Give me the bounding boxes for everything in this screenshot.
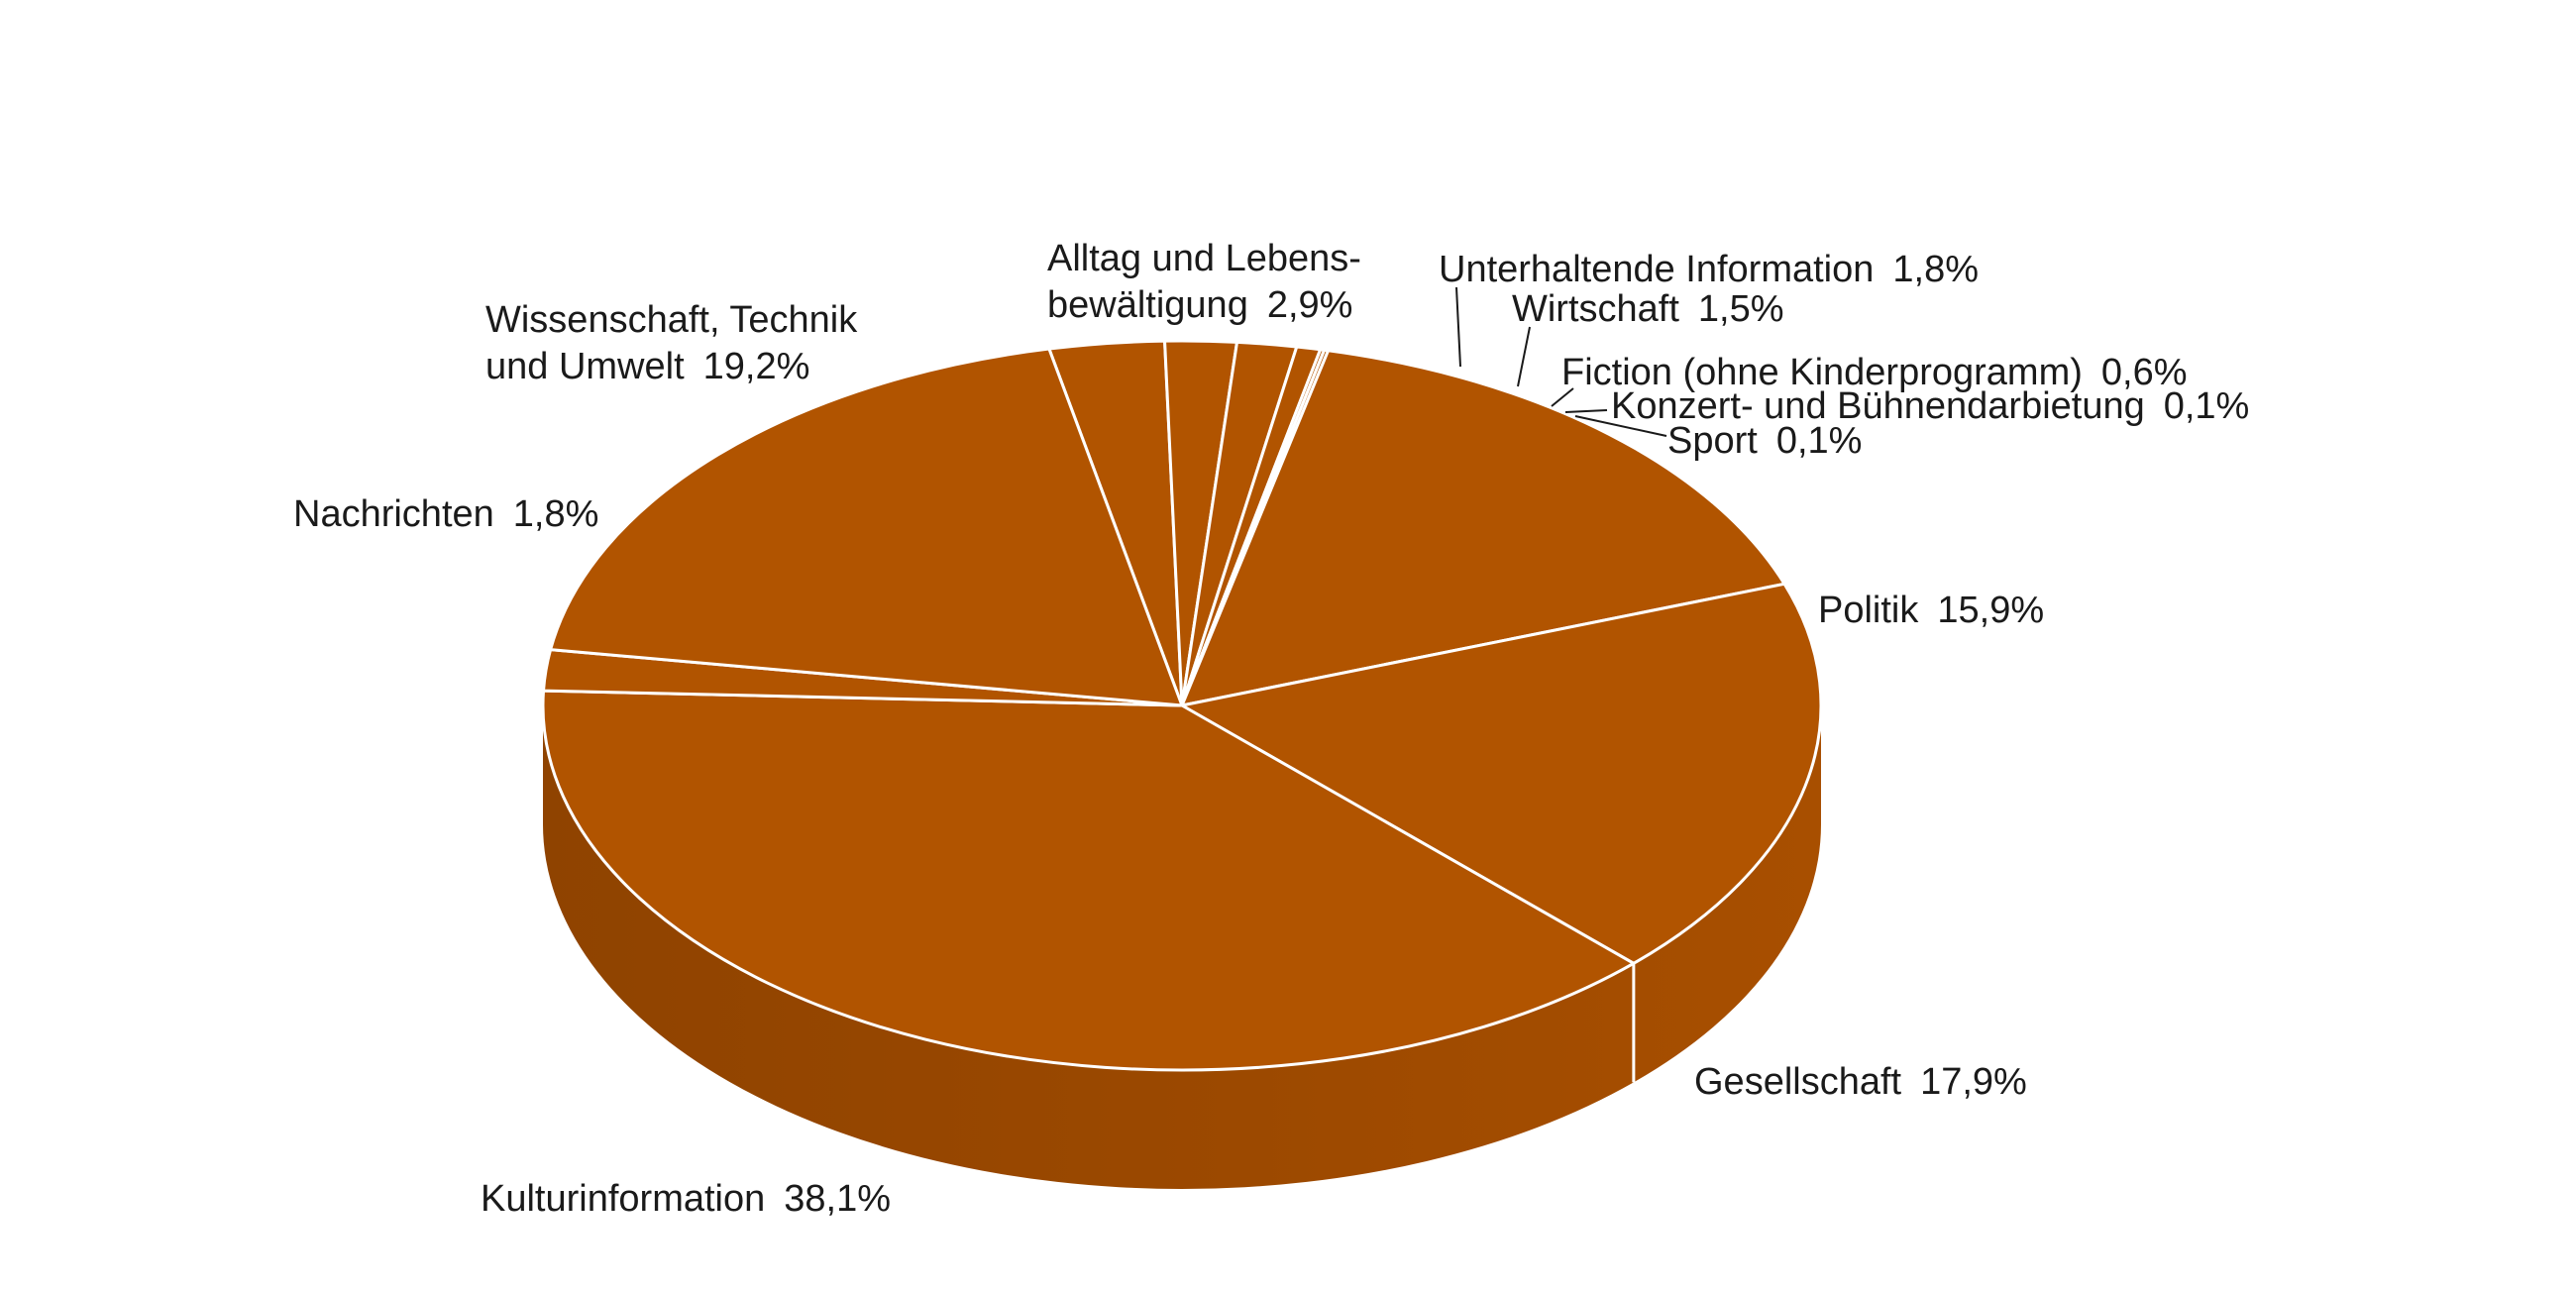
slice-label-4: Fiction (ohne Kinderprogramm) 0,6% — [1561, 352, 2188, 393]
leader-line-6 — [1574, 415, 1667, 437]
slice-label-10: Nachrichten 1,8% — [293, 493, 598, 535]
slice-label-line: Fiction (ohne Kinderprogramm) 0,6% — [1561, 352, 2188, 393]
slice-label-8: Gesellschaft 17,9% — [1694, 1061, 2027, 1103]
slice-label-5: Konzert- und Bühnendarbietung 0,1% — [1611, 385, 2249, 427]
slice-label-6: Sport 0,1% — [1667, 420, 1862, 462]
slice-label-line: bewältigung 2,9% — [1047, 284, 1352, 326]
leader-line-5 — [1564, 409, 1608, 413]
leader-line-3 — [1517, 326, 1531, 387]
pie-slice-9 — [541, 689, 1636, 1072]
slice-label-line: Unterhaltende Information 1,8% — [1439, 249, 1979, 290]
slice-label-line: Politik 15,9% — [1818, 590, 2044, 631]
leader-line-4 — [1551, 387, 1574, 407]
slice-label-7: Politik 15,9% — [1818, 590, 2044, 631]
slice-label-2: Unterhaltende Information 1,8% — [1439, 249, 1979, 290]
slice-label-line: Kulturinformation 38,1% — [481, 1178, 891, 1220]
slice-label-line: Konzert- und Bühnendarbietung 0,1% — [1611, 385, 2249, 427]
slice-label-9: Kulturinformation 38,1% — [481, 1178, 891, 1220]
slice-label-line: Alltag und Lebens- — [1047, 238, 1361, 279]
pie-slice-11 — [549, 347, 1184, 707]
pie-slice-8 — [1180, 582, 1823, 965]
pie-side-wall — [543, 705, 1821, 1189]
pie-slice-7 — [1180, 349, 1786, 707]
slice-label-line: Wirtschaft 1,5% — [1512, 288, 1784, 330]
slice-label-3: Wirtschaft 1,5% — [1512, 288, 1784, 330]
slice-label-line: Sport 0,1% — [1667, 420, 1862, 462]
leader-line-2 — [1455, 286, 1461, 368]
slice-label-11: Wissenschaft, Technik und Umwelt 19,2% — [485, 299, 858, 387]
slice-label-line: Nachrichten 1,8% — [293, 493, 598, 535]
slice-label-line: Wissenschaft, Technik — [485, 299, 858, 341]
slice-label-line: Gesellschaft 17,9% — [1694, 1061, 2027, 1103]
slice-label-line: und Umwelt 19,2% — [485, 346, 809, 387]
slice-label-1: Alltag und Lebens-bewältigung 2,9% — [1047, 238, 1361, 326]
